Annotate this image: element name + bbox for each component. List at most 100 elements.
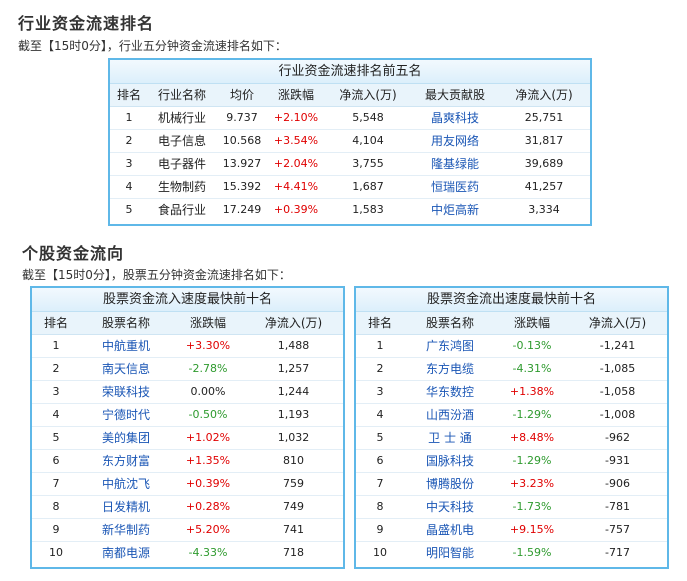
change-cell: -1.29% [496,403,568,427]
stock-name-link[interactable]: 荣联科技 [80,380,172,404]
stock-name-link[interactable]: 中航沈飞 [80,472,172,496]
stock-name-link[interactable]: 博腾股份 [404,472,496,496]
column-header: 净流入(万) [498,84,590,107]
rank-cell: 3 [32,380,80,404]
inflow-cell: 759 [244,472,343,496]
change-cell: -0.13% [496,334,568,358]
stock-name-link[interactable]: 国脉科技 [404,449,496,473]
column-header: 排名 [32,312,80,335]
table-row: 2 南天信息 -2.78% 1,257 [32,357,343,381]
rank-cell: 2 [356,357,404,381]
industry-heading: 行业资金流速排名 [18,14,155,33]
stock-name-link[interactable]: 卫 士 通 [404,426,496,450]
table-row: 4 生物制药 15.392 +4.41% 1,687 恒瑞医药 41,257 [110,175,590,199]
inflow-cell: -906 [568,472,667,496]
change-cell: -4.31% [496,357,568,381]
inflow-cell: 1,193 [244,403,343,427]
stock-name-link[interactable]: 晶盛机电 [404,518,496,542]
change-cell: -0.50% [172,403,244,427]
stock-name-link[interactable]: 广东鸿图 [404,334,496,358]
industry-subtitle: 截至【15时0分】，行业五分钟资金流速排名如下： [18,39,287,53]
column-header: 净流入(万) [568,312,667,335]
column-header: 股票名称 [80,312,172,335]
change-cell: 0.00% [172,380,244,404]
price-cell: 9.737 [216,106,268,130]
top-stock-link[interactable]: 中炬高新 [430,203,479,218]
rank-cell: 1 [32,334,80,358]
change-cell: +2.04% [268,152,324,176]
rank-cell: 10 [49,546,63,560]
rank-cell: 10 [373,546,387,560]
industry-name-cell: 食品行业 [157,203,206,218]
top-stock-link[interactable]: 用友网络 [412,129,498,153]
outflow-table-header: 排名 股票名称 涨跌幅 净流入(万) [356,312,667,335]
change-cell: +3.30% [172,334,244,358]
stock-name-link[interactable]: 山西汾酒 [404,403,496,427]
rank-cell: 9 [32,518,80,542]
inflow-cell: 1,488 [244,334,343,358]
inflow-cell: -931 [568,449,667,473]
stock-name-link[interactable]: 南天信息 [80,357,172,381]
change-cell: +3.23% [496,472,568,496]
inflow-cell: 749 [244,495,343,519]
stock-name-link[interactable]: 中航重机 [80,334,172,358]
stock-inflow-cell: 25,751 [498,106,590,130]
stock-name-link[interactable]: 新华制药 [80,518,172,542]
inflow-cell: 1,244 [244,380,343,404]
rank-cell: 1 [356,334,404,358]
rank-cell: 2 [110,129,148,153]
table-row: 3 荣联科技 0.00% 1,244 [32,380,343,404]
industry-rank-table: 行业资金流速排名前五名 排名 行业名称 均价 涨跌幅 净流入(万) 最大贡献股 净流入(万)… [108,58,592,226]
column-header: 涨跌幅 [172,312,244,335]
stock-name-link[interactable]: 中天科技 [404,495,496,519]
stocks-subtitle: 截至【15时0分】，股票五分钟资金流速排名如下： [22,268,291,282]
industry-name-cell: 电子信息 [148,129,216,153]
inflow-cell: -1,085 [568,357,667,381]
top-stock-link[interactable]: 隆基绿能 [412,152,498,176]
top-stock-link[interactable]: 恒瑞医药 [412,175,498,199]
industry-name-cell: 机械行业 [148,106,216,130]
rank-cell: 3 [356,380,404,404]
rank-cell: 7 [356,472,404,496]
change-cell: -1.29% [496,449,568,473]
table-row: 1 机械行业 9.737 +2.10% 5,548 晶爽科技 25,751 [110,106,590,130]
rank-cell: 5 [32,426,80,450]
inflow-cell: 3,755 [324,152,412,176]
inflow-cell: 810 [244,449,343,473]
column-header: 涨跌幅 [268,84,324,107]
column-header: 净流入(万) [324,84,412,107]
stock-name-link[interactable]: 东方电缆 [404,357,496,381]
change-cell: +2.10% [268,106,324,130]
column-header: 均价 [216,84,268,107]
stock-name-link[interactable]: 明阳智能 [425,546,474,561]
inflow-cell: 1,687 [324,175,412,199]
rank-cell: 4 [32,403,80,427]
rank-cell: 8 [356,495,404,519]
rank-cell: 6 [356,449,404,473]
top-stock-link[interactable]: 晶爽科技 [412,106,498,130]
inflow-cell: 5,548 [324,106,412,130]
stock-inflow-cell: 31,817 [498,129,590,153]
stock-name-link[interactable]: 南都电源 [101,546,150,561]
inflow-table: 排名 股票名称 涨跌幅 净流入(万) 1 中航重机 +3.30% 1,488 2 南天信息 -2.… [32,312,343,564]
stocks-heading: 个股资金流向 [22,244,125,263]
stock-name-link[interactable]: 宁德时代 [80,403,172,427]
table-row: 8 日发精机 +0.28% 749 [32,495,343,519]
change-cell: +0.28% [172,495,244,519]
rank-cell: 1 [110,106,148,130]
industry-table: 排名 行业名称 均价 涨跌幅 净流入(万) 最大贡献股 净流入(万) 1 机械行业 9.737 +… [110,84,590,221]
change-cell: +0.39% [172,472,244,496]
stock-name-link[interactable]: 日发精机 [80,495,172,519]
stock-name-link[interactable]: 美的集团 [80,426,172,450]
table-row: 3 华东数控 +1.38% -1,058 [356,380,667,404]
change-cell: -2.78% [172,357,244,381]
inflow-cell: -717 [605,546,630,560]
column-header: 最大贡献股 [412,84,498,107]
inflow-table-header: 排名 股票名称 涨跌幅 净流入(万) [32,312,343,335]
table-row: 9 晶盛机电 +9.15% -757 [356,518,667,542]
stock-name-link[interactable]: 华东数控 [404,380,496,404]
stock-name-link[interactable]: 东方财富 [80,449,172,473]
inflow-cell: 1,257 [244,357,343,381]
inflow-cell: -757 [568,518,667,542]
